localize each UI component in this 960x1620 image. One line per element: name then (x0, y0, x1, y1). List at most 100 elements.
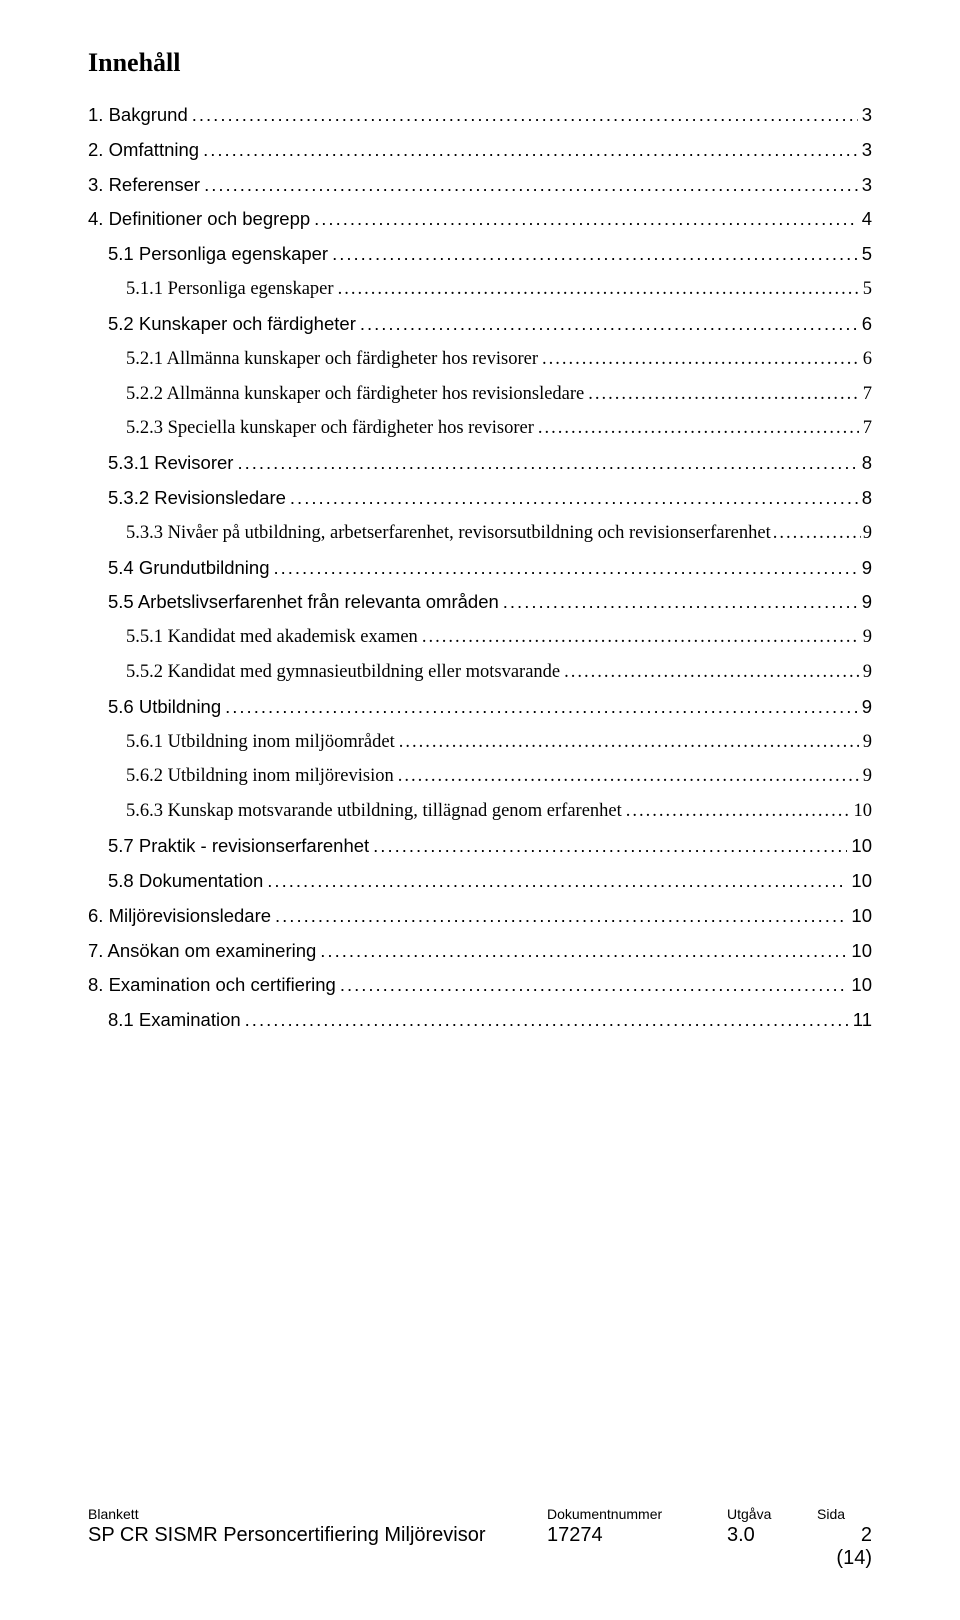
toc-leader-dots (273, 555, 857, 582)
toc-entry-label: 5.6.1 Utbildning inom miljöområdet (126, 729, 395, 756)
toc-entry: 2. Omfattning 3 (88, 137, 872, 164)
toc-entry-label: 5.3.1 Revisorer (108, 450, 233, 477)
toc-entry: 5.3.2 Revisionsledare 8 (88, 485, 872, 512)
toc-entry-page: 9 (862, 555, 872, 582)
toc-entry: 5.5 Arbetslivserfarenhet från relevanta … (88, 589, 872, 616)
footer-value-row: SP CR SISMR Personcertifiering Miljörevi… (88, 1524, 872, 1547)
toc-entry: 5.7 Praktik - revisionserfarenhet 10 (88, 833, 872, 860)
toc-leader-dots (204, 172, 858, 199)
toc-entry: 5.2 Kunskaper och färdigheter 6 (88, 311, 872, 338)
toc-entry-page: 9 (862, 589, 872, 616)
toc-entry: 5.2.2 Allmänna kunskaper och färdigheter… (88, 381, 872, 408)
toc-entry: 5.5.1 Kandidat med akademisk examen 9 (88, 624, 872, 651)
toc-leader-dots (340, 972, 848, 999)
toc-entry-label: 4. Definitioner och begrepp (88, 206, 310, 233)
toc-leader-dots (360, 311, 858, 338)
footer-value-page: 2 (817, 1524, 872, 1547)
toc-entry-page: 3 (862, 102, 872, 129)
toc-entry-page: 10 (851, 903, 872, 930)
toc-entry: 5.8 Dokumentation 10 (88, 868, 872, 895)
toc-entry-page: 4 (862, 206, 872, 233)
toc-entry: 5.5.2 Kandidat med gymnasieutbildning el… (88, 659, 872, 686)
toc-leader-dots (338, 276, 859, 303)
toc-leader-dots (588, 381, 858, 408)
toc-entry-label: 5.4 Grundutbildning (108, 555, 269, 582)
toc-entry: 5.6.2 Utbildning inom miljörevision 9 (88, 763, 872, 790)
toc-entry-page: 7 (863, 381, 872, 408)
toc-entry: 8. Examination och certifiering 10 (88, 972, 872, 999)
toc-entry-page: 9 (862, 694, 872, 721)
toc-entry: 5.3.1 Revisorer 8 (88, 450, 872, 477)
toc-entry-label: 5.6.2 Utbildning inom miljörevision (126, 763, 394, 790)
toc-leader-dots (398, 763, 859, 790)
toc-leader-dots (542, 346, 859, 373)
toc-entry-label: 5.1.1 Personliga egenskaper (126, 276, 334, 303)
toc-entry-page: 10 (851, 972, 872, 999)
footer-label-dokumentnummer: Dokumentnummer (547, 1506, 727, 1522)
toc-leader-dots (290, 485, 858, 512)
toc-leader-dots (773, 520, 861, 547)
toc-entry-page: 11 (853, 1007, 872, 1034)
toc-entry-label: 5.6.3 Kunskap motsvarande utbildning, ti… (126, 798, 622, 825)
toc-entry-label: 5.3.3 Nivåer på utbildning, arbetserfare… (126, 520, 771, 547)
toc-entry: 5.1 Personliga egenskaper 5 (88, 241, 872, 268)
toc-leader-dots (275, 903, 847, 930)
toc-entry-page: 10 (851, 938, 872, 965)
toc-entry: 1. Bakgrund 3 (88, 102, 872, 129)
toc-entry-label: 5.1 Personliga egenskaper (108, 241, 328, 268)
toc-entry: 5.3.3 Nivåer på utbildning, arbetserfare… (88, 520, 872, 547)
toc-entry: 5.4 Grundutbildning 9 (88, 555, 872, 582)
toc-entry-label: 7. Ansökan om examinering (88, 938, 316, 965)
footer-label-utgava: Utgåva (727, 1506, 817, 1522)
toc-entry-label: 5.3.2 Revisionsledare (108, 485, 286, 512)
toc-entry-page: 9 (863, 520, 872, 547)
toc-entry-page: 6 (863, 346, 872, 373)
toc-entry-page: 10 (854, 798, 873, 825)
toc-entry-label: 5.2.3 Speciella kunskaper och färdighete… (126, 415, 534, 442)
toc-entry-label: 5.2 Kunskaper och färdigheter (108, 311, 356, 338)
toc-leader-dots (237, 450, 857, 477)
toc-leader-dots (203, 137, 858, 164)
toc-entry-page: 6 (862, 311, 872, 338)
toc-entry-page: 8 (862, 485, 872, 512)
toc-entry-label: 3. Referenser (88, 172, 200, 199)
toc-leader-dots (564, 659, 859, 686)
toc-entry-page: 8 (862, 450, 872, 477)
toc-entry: 5.6.3 Kunskap motsvarande utbildning, ti… (88, 798, 872, 825)
toc-entry-label: 8. Examination och certifiering (88, 972, 336, 999)
toc-leader-dots (332, 241, 858, 268)
footer-label-sida: Sida (817, 1506, 872, 1522)
toc-entry: 7. Ansökan om examinering 10 (88, 938, 872, 965)
toc-leader-dots (192, 102, 858, 129)
footer-total-row: (14) (88, 1547, 872, 1570)
toc-entry: 6. Miljörevisionsledare 10 (88, 903, 872, 930)
toc-entry-page: 7 (863, 415, 872, 442)
toc-entry-page: 5 (863, 276, 872, 303)
toc-leader-dots (320, 938, 847, 965)
toc-entry-label: 1. Bakgrund (88, 102, 188, 129)
toc-entry: 5.1.1 Personliga egenskaper 5 (88, 276, 872, 303)
footer-value-blankett: SP CR SISMR Personcertifiering Miljörevi… (88, 1524, 547, 1547)
toc-entry-page: 9 (863, 729, 872, 756)
toc-entry-label: 5.5.2 Kandidat med gymnasieutbildning el… (126, 659, 560, 686)
toc-entry-page: 3 (862, 137, 872, 164)
toc-entry: 5.6 Utbildning 9 (88, 694, 872, 721)
page-footer: Blankett Dokumentnummer Utgåva Sida SP C… (88, 1506, 872, 1570)
toc-entry-label: 5.2.2 Allmänna kunskaper och färdigheter… (126, 381, 584, 408)
toc-entry: 5.2.3 Speciella kunskaper och färdighete… (88, 415, 872, 442)
toc-leader-dots (245, 1007, 849, 1034)
table-of-contents: 1. Bakgrund 32. Omfattning 33. Referense… (88, 102, 872, 1034)
footer-value-total: (14) (817, 1547, 872, 1570)
footer-value-utgava: 3.0 (727, 1524, 817, 1547)
toc-entry-label: 5.8 Dokumentation (108, 868, 263, 895)
toc-entry: 8.1 Examination 11 (88, 1007, 872, 1034)
toc-leader-dots (225, 694, 858, 721)
toc-entry-label: 5.2.1 Allmänna kunskaper och färdigheter… (126, 346, 538, 373)
toc-leader-dots (538, 415, 859, 442)
toc-entry-page: 10 (851, 868, 872, 895)
toc-entry-label: 5.6 Utbildning (108, 694, 221, 721)
toc-entry: 5.2.1 Allmänna kunskaper och färdigheter… (88, 346, 872, 373)
toc-entry-label: 6. Miljörevisionsledare (88, 903, 271, 930)
toc-entry: 3. Referenser 3 (88, 172, 872, 199)
toc-entry-page: 5 (862, 241, 872, 268)
